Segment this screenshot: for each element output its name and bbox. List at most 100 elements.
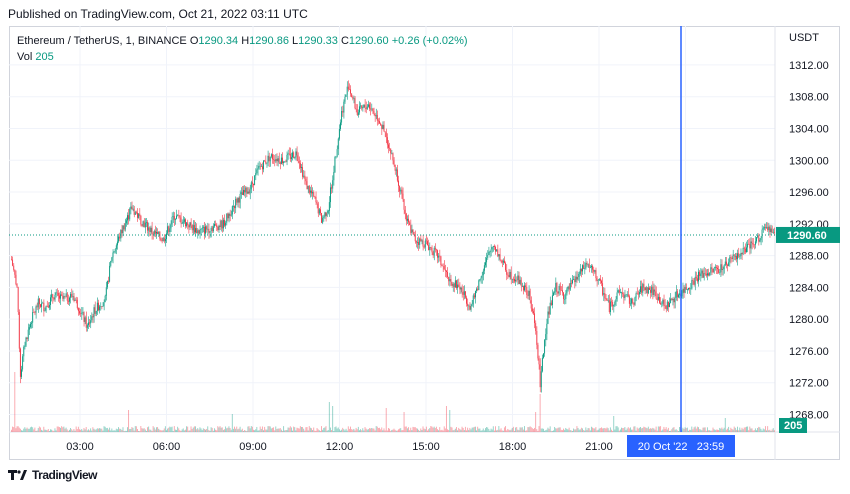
volume-bar xyxy=(482,428,484,432)
volume-bar xyxy=(524,426,525,432)
volume-bar xyxy=(84,429,86,432)
volume-bar xyxy=(625,430,627,432)
candle-body xyxy=(227,213,229,219)
candle-body xyxy=(50,297,51,306)
candle-body xyxy=(338,128,340,139)
candle-body xyxy=(102,306,104,307)
volume-bar xyxy=(179,430,181,432)
symbol-title[interactable]: Ethereum / TetherUS, 1, BINANCE xyxy=(17,35,187,47)
volume-bar xyxy=(474,426,476,432)
volume-bar xyxy=(451,427,453,432)
candle-body xyxy=(635,293,637,298)
candle-body xyxy=(249,189,251,194)
candle-body xyxy=(506,270,508,275)
candle-body xyxy=(586,263,588,265)
volume-bar xyxy=(746,426,747,432)
candle-body xyxy=(464,291,466,298)
volume-bar xyxy=(558,427,560,432)
volume-bar xyxy=(140,426,142,432)
volume-bar xyxy=(538,426,540,432)
candle-body xyxy=(728,262,730,266)
volume-bar xyxy=(691,426,693,432)
volume-bar xyxy=(270,428,272,432)
volume-bar xyxy=(361,430,363,432)
candle-body xyxy=(607,300,609,301)
candle-body xyxy=(596,278,598,281)
candle-body xyxy=(220,220,222,227)
candle-body xyxy=(621,292,622,294)
candle-body xyxy=(154,230,156,234)
volume-bar xyxy=(561,430,563,432)
volume-bar xyxy=(719,427,721,432)
volume-bar xyxy=(279,428,281,432)
candle-body xyxy=(307,185,309,190)
candle-body xyxy=(183,219,185,222)
candle-body xyxy=(150,227,152,232)
candle-body xyxy=(518,275,520,285)
volume-bar xyxy=(544,430,546,432)
candle-body xyxy=(334,157,336,172)
volume-bar xyxy=(130,428,132,432)
candle-body xyxy=(137,212,138,218)
candle-body xyxy=(73,296,75,301)
volume-bar xyxy=(391,429,393,432)
volume-bar xyxy=(372,428,374,432)
candle-body xyxy=(376,114,378,121)
candle-body xyxy=(336,149,338,157)
volume-bar xyxy=(750,428,752,432)
volume-bar xyxy=(266,429,268,432)
chart-canvas[interactable]: 1312.001308.001304.001300.001296.001292.… xyxy=(9,26,840,460)
volume-bar xyxy=(584,430,586,432)
candle-body xyxy=(275,159,277,162)
candle-body xyxy=(171,216,173,225)
candle-body xyxy=(273,159,275,160)
volume-bar xyxy=(406,428,408,432)
volume-bar xyxy=(183,430,185,432)
candle-body xyxy=(441,265,443,266)
volume-bar xyxy=(419,430,421,432)
candle-body xyxy=(478,280,480,291)
candle-body xyxy=(483,265,485,271)
volume-bar xyxy=(290,427,292,432)
volume-bar xyxy=(665,427,667,432)
candle-body xyxy=(51,294,53,298)
volume-bar xyxy=(725,429,727,432)
candle-body xyxy=(79,311,80,314)
volume-bar xyxy=(15,428,17,432)
candle-body xyxy=(52,294,54,299)
volume-bar xyxy=(305,427,307,432)
volume-bar xyxy=(722,429,724,432)
candle-body xyxy=(740,252,742,257)
candle-body xyxy=(97,302,99,311)
candle-body xyxy=(741,252,743,255)
x-tick-label: 06:00 xyxy=(153,441,181,453)
volume-bar xyxy=(93,428,95,432)
candle-body xyxy=(226,213,228,223)
candle-body xyxy=(195,228,196,233)
candle-body xyxy=(327,210,329,214)
candle-body xyxy=(45,305,47,311)
y-tick-label: 1288.00 xyxy=(789,251,829,263)
candle-body xyxy=(219,225,221,227)
volume-bar xyxy=(81,429,83,432)
volume-bar xyxy=(616,426,618,432)
volume-bar xyxy=(363,430,365,432)
volume-bar xyxy=(31,426,32,432)
candle-body xyxy=(459,286,461,290)
candle-body xyxy=(564,299,566,300)
candle-body xyxy=(400,189,402,192)
candle-body xyxy=(208,228,210,233)
volume-bar xyxy=(249,428,251,432)
volume-bar xyxy=(115,428,117,432)
volume-bar xyxy=(711,430,713,432)
volume-bar xyxy=(293,426,295,432)
footer-brand[interactable]: TradingView xyxy=(8,468,97,482)
volume-bar xyxy=(283,426,285,432)
volume-legend-line: Vol 205 xyxy=(17,49,468,65)
volume-bar xyxy=(268,426,270,432)
volume-bar xyxy=(300,427,302,432)
volume-bar xyxy=(312,430,314,432)
candle-body xyxy=(58,295,60,299)
volume-bar xyxy=(566,428,568,432)
candle-body xyxy=(633,303,635,305)
